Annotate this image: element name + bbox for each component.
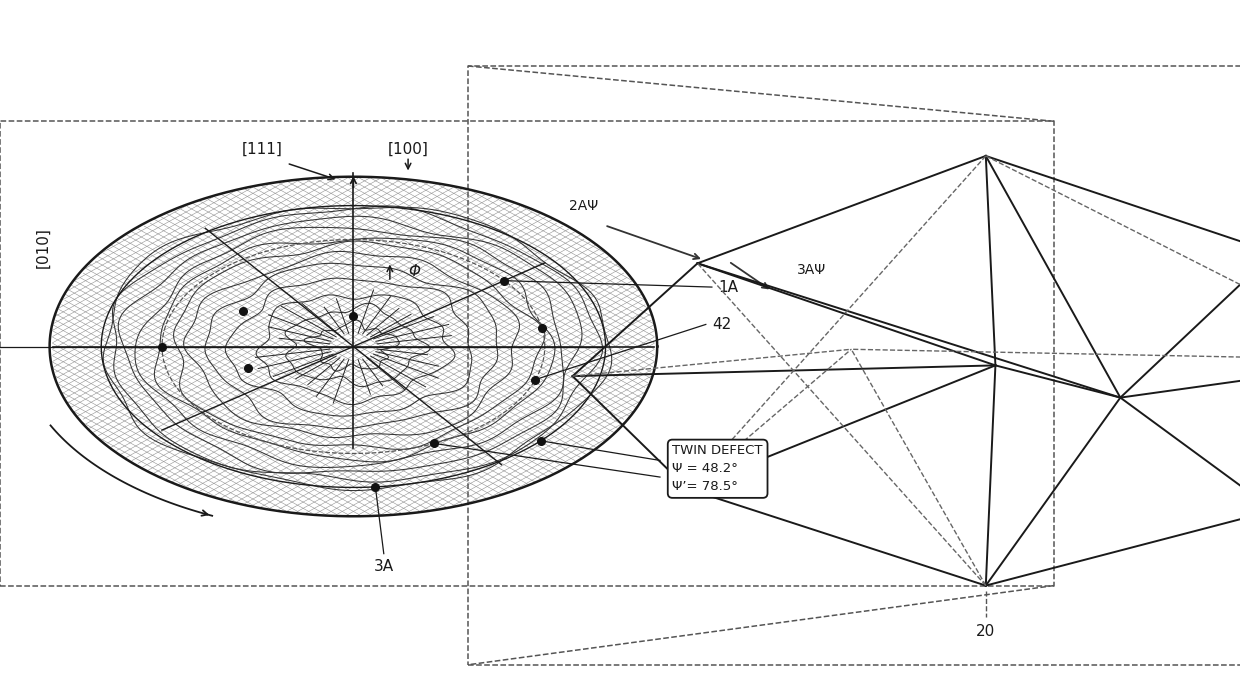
Text: 3AΨ: 3AΨ: [796, 263, 826, 277]
Text: Φ: Φ: [408, 264, 420, 279]
Text: [010]: [010]: [36, 227, 51, 268]
Text: 1A: 1A: [718, 279, 738, 295]
Text: 2AΨ: 2AΨ: [569, 199, 598, 213]
Text: 3A: 3A: [373, 559, 394, 574]
Text: TWIN DEFECT
Ψ = 48.2°
Ψ’= 78.5°: TWIN DEFECT Ψ = 48.2° Ψ’= 78.5°: [672, 444, 763, 493]
Text: 20: 20: [976, 624, 996, 639]
Text: [100]: [100]: [388, 141, 429, 157]
Text: [111]: [111]: [242, 141, 283, 157]
Text: 42: 42: [712, 317, 732, 332]
